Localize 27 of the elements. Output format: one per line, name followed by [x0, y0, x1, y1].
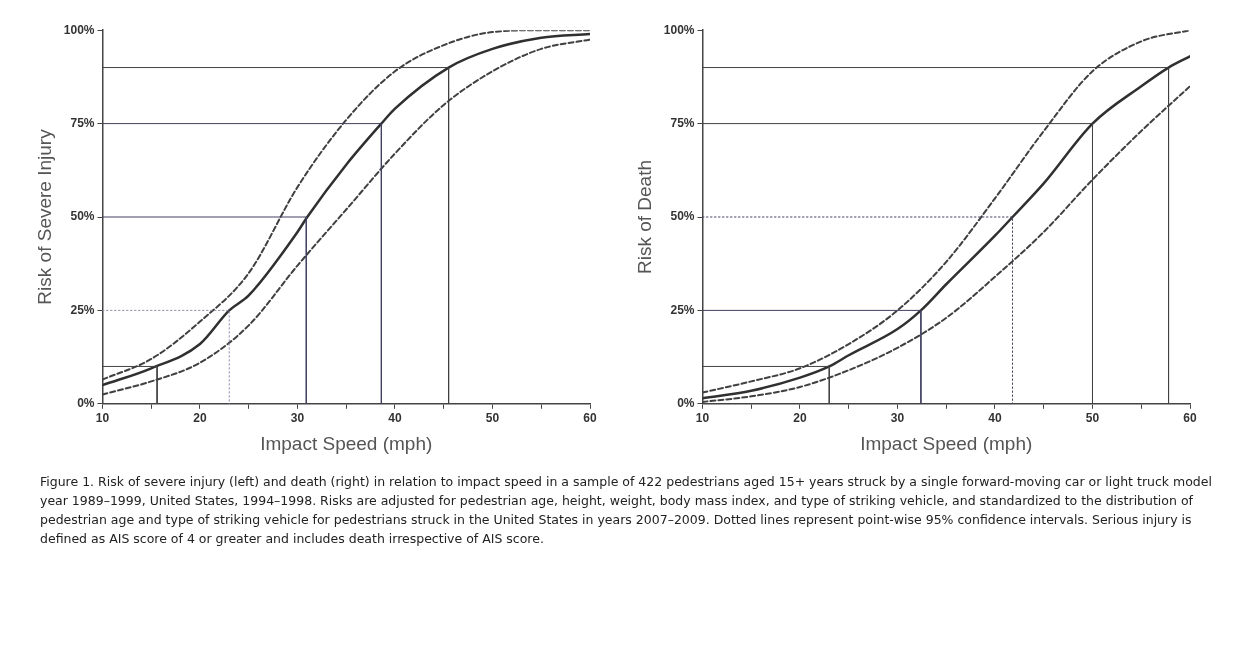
x-tick-label: 20	[793, 411, 807, 426]
y-tick-label: 0%	[77, 396, 95, 411]
x-tick-label: 60	[583, 411, 597, 426]
y-tick-label: 0%	[677, 396, 695, 411]
y-axis-title: Risk of Death	[633, 159, 655, 275]
y-tick-label: 100%	[663, 22, 695, 37]
x-tick-label: 50	[1085, 411, 1100, 426]
x-tick-label: 60	[1183, 411, 1197, 426]
y-tick-label: 50%	[70, 209, 95, 224]
y-tick-label: 25%	[670, 302, 695, 317]
x-axis-title: Impact Speed (mph)	[860, 432, 1033, 454]
y-axis-title: Risk of Severe Injury	[33, 128, 55, 305]
x-tick-label: 10	[695, 411, 710, 426]
y-tick-label: 75%	[70, 115, 95, 130]
y-tick-label: 100%	[63, 22, 95, 37]
x-tick-label: 30	[890, 411, 905, 426]
x-tick-label: 50	[485, 411, 500, 426]
y-tick-label: 50%	[670, 209, 695, 224]
y-tick-label: 75%	[670, 115, 695, 130]
x-tick-label: 20	[193, 411, 207, 426]
x-tick-label: 30	[290, 411, 305, 426]
caption: Figure 1. Risk of severe injury (left) and death (right) in relation to impact speed in a sample of 422 pedestrians aged 15+ years struck by a single forward-moving car or light truck model year 1989–1999, United States, 1994–1998. Risks are adjusted for pedestrian age, height, weight, body mass index, and type of striking vehicle, and standardized to the distribution of pedestrian age and type of striking vehicle for pedestrians struck in the United States in years 2007–2009. Dotted lines represent point-wise 95% confidence intervals. Serious injury is defined as AIS score of 4 or greater and includes death irrespective of AIS score.	[40, 473, 1213, 548]
y-tick-label: 25%	[70, 302, 95, 317]
x-axis-title: Impact Speed (mph)	[260, 432, 433, 454]
x-tick-label: 40	[388, 411, 402, 426]
x-tick-label: 40	[988, 411, 1002, 426]
x-tick-label: 10	[95, 411, 110, 426]
